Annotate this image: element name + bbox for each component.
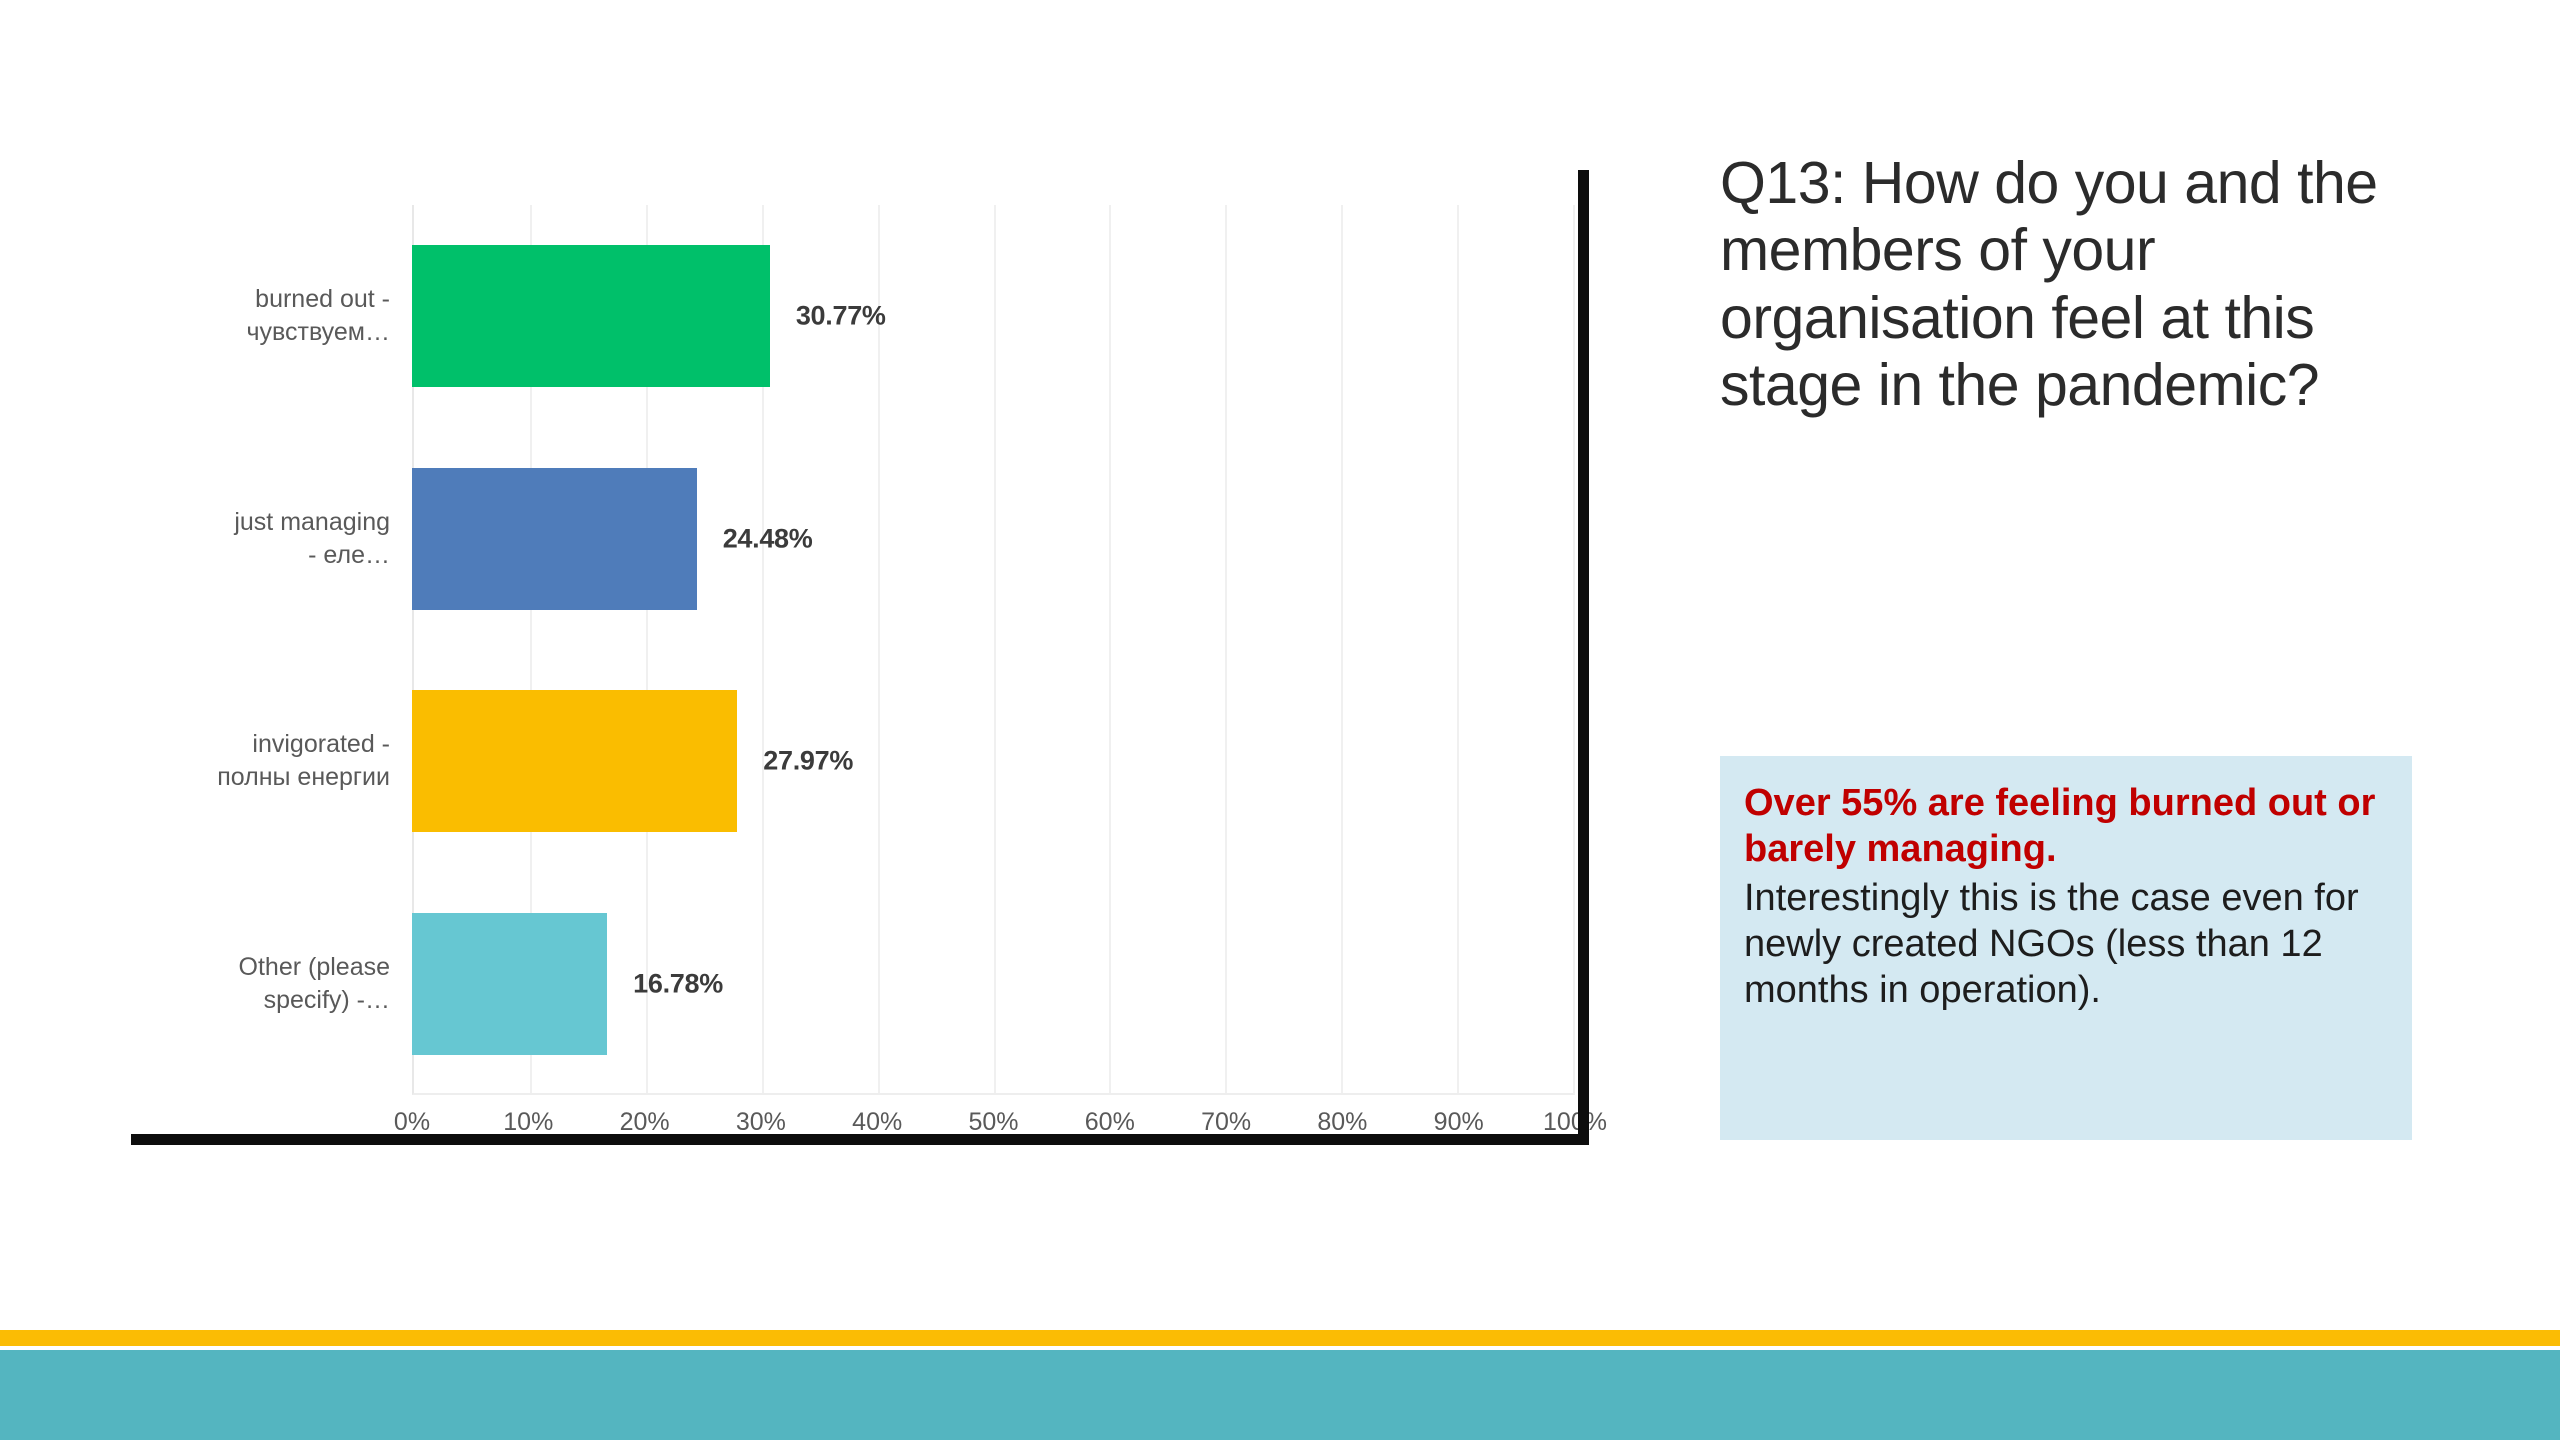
chart-x-tick-label: 10% <box>503 1108 554 1136</box>
chart-plot-area <box>412 205 1575 1095</box>
chart-bar[interactable] <box>412 467 697 610</box>
chart-bar-row: 16.78% <box>412 873 1575 1096</box>
footer-band-yellow <box>0 1330 2560 1346</box>
callout-body-text: Interestingly this is the case even for … <box>1744 876 2359 1012</box>
chart-category-row: Other (please specify) -… <box>100 873 390 1096</box>
chart-bar-row: 24.48% <box>412 428 1575 651</box>
right-column: Q13: How do you and the members of your … <box>1720 150 2420 419</box>
chart-gridline <box>1109 205 1112 1093</box>
chart-gridline <box>529 205 532 1093</box>
chart-gridline <box>877 205 880 1093</box>
chart-gridline <box>993 205 996 1093</box>
chart-gridline <box>645 205 648 1093</box>
chart-bar-value-label: 30.77% <box>795 300 886 331</box>
chart-bar-value-label: 24.48% <box>722 523 813 554</box>
chart-category-axis: burned out - чувствуем… just managing - е… <box>100 205 390 1095</box>
chart-x-tick-label: 60% <box>1084 1108 1135 1136</box>
chart-bar-value-label: 16.78% <box>633 968 723 999</box>
chart-x-tick-label: 0% <box>393 1108 431 1136</box>
chart-gridline <box>1225 205 1228 1093</box>
footer-band-teal <box>0 1350 2560 1440</box>
chart-bar[interactable] <box>412 690 738 833</box>
chart-category-row: burned out - чувствуем… <box>100 205 390 428</box>
chart-category-label: Other (please specify) -… <box>238 952 390 1014</box>
chart-x-tick-label: 80% <box>1317 1108 1368 1136</box>
chart-category-row: just managing - еле… <box>100 428 390 651</box>
chart-x-tick-label: 30% <box>735 1108 786 1136</box>
chart-category-row: invigorated - полны енергии <box>100 650 390 873</box>
horizontal-divider-rule <box>131 1134 1589 1145</box>
vertical-divider-rule <box>1578 170 1589 1145</box>
question-title: Q13: How do you and the members of your … <box>1720 150 2378 418</box>
chart-category-label: just managing - еле… <box>234 507 390 569</box>
chart-gridline <box>761 205 764 1093</box>
chart-category-label: invigorated - полны енергии <box>217 730 390 792</box>
bar-chart: burned out - чувствуем… just managing - е… <box>0 120 1607 1136</box>
chart-x-tick-label: 70% <box>1201 1108 1252 1136</box>
chart-category-label: burned out - чувствуем… <box>246 285 390 347</box>
chart-bar-row: 30.77% <box>412 205 1575 428</box>
chart-x-tick-label: 50% <box>968 1108 1019 1136</box>
chart-bar-value-label: 27.97% <box>763 745 854 776</box>
chart-gridline <box>1457 205 1460 1093</box>
chart-x-axis: 0% 10% 20% 30% 40% 50% 60% 70% 80% 90% 100% <box>394 1108 1607 1148</box>
chart-gridline <box>1341 205 1344 1093</box>
chart-x-tick-label: 90% <box>1433 1108 1484 1136</box>
chart-x-tick-label: 100% <box>1543 1108 1607 1136</box>
chart-bar-row: 27.97% <box>412 650 1575 873</box>
chart-gridline <box>1573 205 1575 1093</box>
chart-x-tick-label: 40% <box>852 1108 903 1136</box>
chart-bars: 30.77% 24.48% 27.97% 16.78% <box>412 205 1575 1095</box>
callout-box: Over 55% are feeling burned out or barel… <box>1720 756 2412 1140</box>
callout-highlight-text: Over 55% are feeling burned out or barel… <box>1744 782 2376 871</box>
chart-bar[interactable] <box>412 245 770 388</box>
chart-bar[interactable] <box>412 912 608 1055</box>
chart-x-tick-label: 20% <box>619 1108 670 1136</box>
